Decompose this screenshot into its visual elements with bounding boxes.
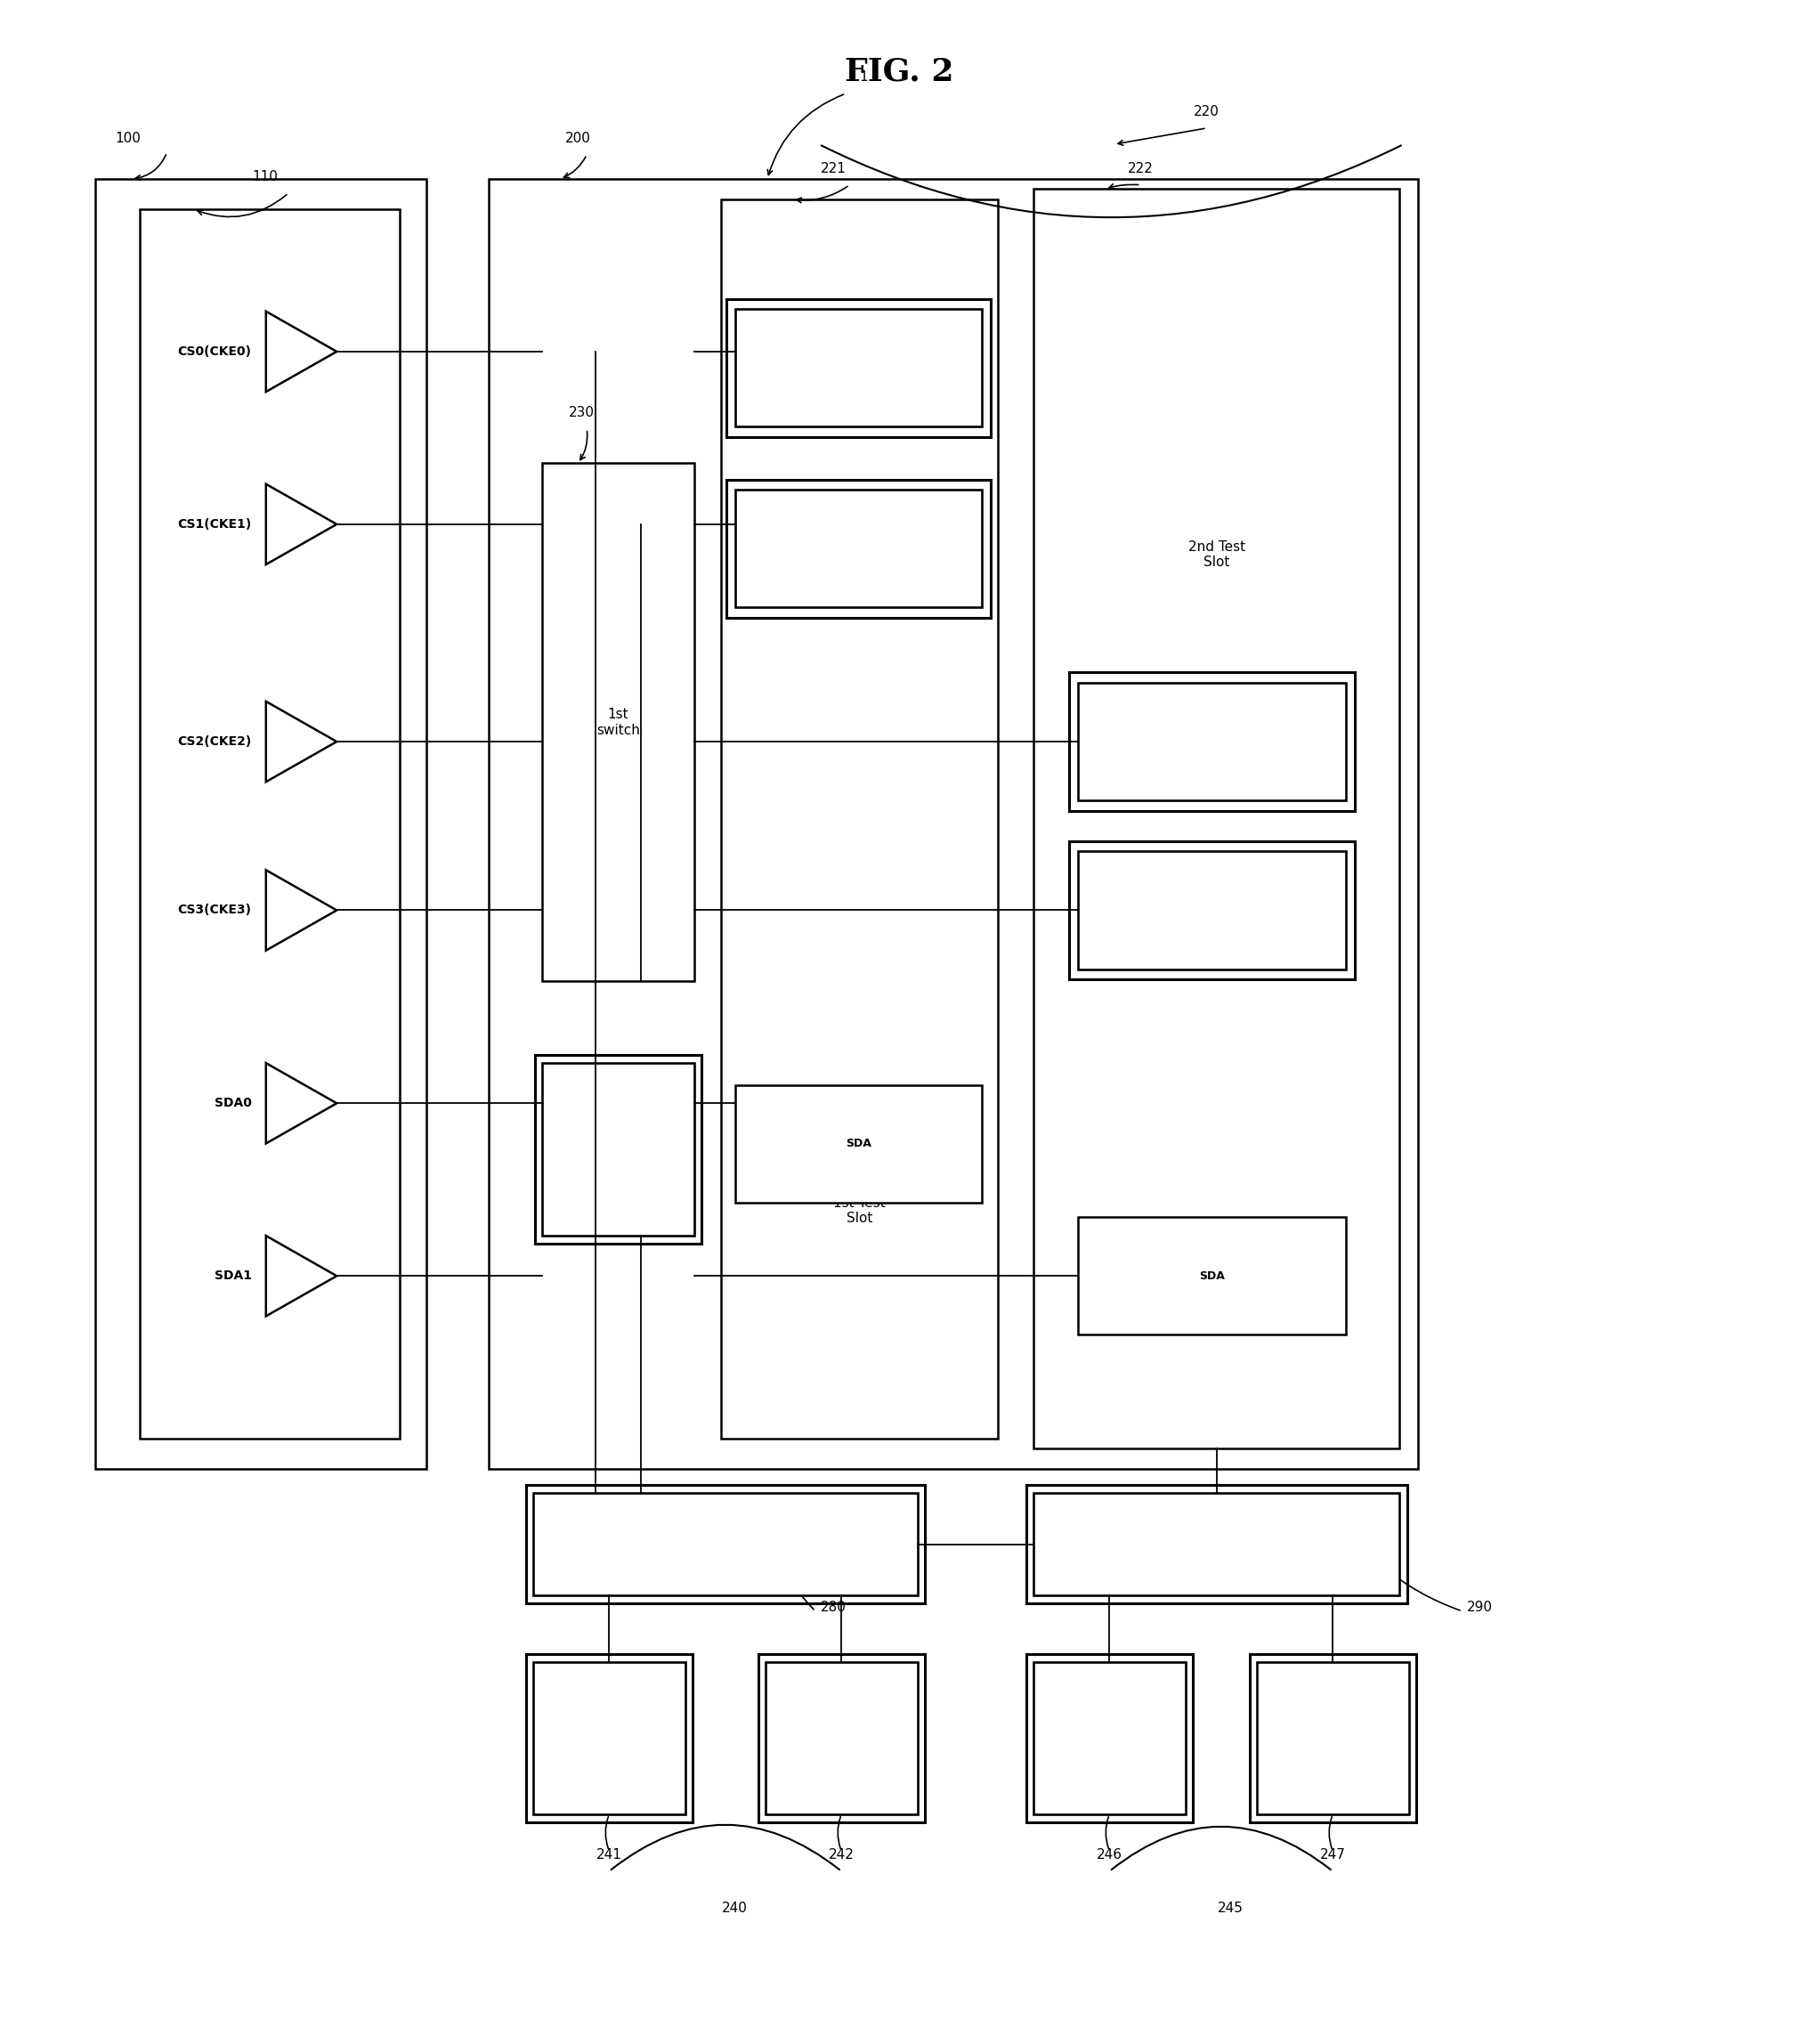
Bar <box>727 480 991 617</box>
Text: 3rd switch: 3rd switch <box>691 1537 761 1551</box>
Text: 1st
switch: 1st switch <box>595 707 640 736</box>
Bar <box>525 1654 693 1823</box>
Text: SDA: SDA <box>846 1139 871 1149</box>
Text: 1: 1 <box>860 72 869 84</box>
Bar <box>1078 1216 1346 1335</box>
Bar <box>727 298 991 437</box>
Bar <box>95 180 426 1470</box>
Text: CS0(CKE0): CS0(CKE0) <box>1178 736 1245 748</box>
Bar <box>489 180 1418 1470</box>
Text: 290: 290 <box>1468 1600 1493 1615</box>
Text: Memory
device: Memory device <box>1304 1725 1360 1752</box>
Text: 242: 242 <box>829 1848 855 1862</box>
Bar <box>1258 1662 1409 1815</box>
Bar <box>766 1662 917 1815</box>
Text: SDA: SDA <box>1200 1269 1225 1282</box>
Text: CS0(CKE0): CS0(CKE0) <box>178 345 252 358</box>
Bar <box>736 1085 982 1202</box>
Text: 245: 245 <box>1218 1901 1243 1915</box>
Bar <box>533 1662 685 1815</box>
Text: 260: 260 <box>576 1149 601 1163</box>
Bar <box>533 1494 917 1594</box>
Text: SDA1: SDA1 <box>214 1269 252 1282</box>
Bar <box>1033 1662 1186 1815</box>
Bar <box>1027 1486 1407 1602</box>
Text: 247: 247 <box>1320 1848 1346 1862</box>
Bar <box>1033 1494 1400 1594</box>
Bar <box>736 309 982 427</box>
Text: 240: 240 <box>721 1901 747 1915</box>
Text: SDA0: SDA0 <box>214 1098 252 1110</box>
Text: Memory
device: Memory device <box>1081 1725 1137 1752</box>
Text: Memory
device: Memory device <box>581 1725 637 1752</box>
Bar <box>525 1486 925 1602</box>
Text: 230: 230 <box>568 407 594 419</box>
Bar <box>759 1654 925 1823</box>
Text: CS3(CKE3): CS3(CKE3) <box>178 903 252 916</box>
Bar <box>541 464 694 981</box>
Text: 220: 220 <box>1195 104 1220 119</box>
Text: 2nd Test
Slot: 2nd Test Slot <box>1187 540 1245 568</box>
Text: Memory
device: Memory device <box>813 1725 869 1752</box>
Bar <box>1069 672 1355 811</box>
Text: 4th switch: 4th switch <box>1182 1537 1252 1551</box>
Bar <box>1033 188 1400 1449</box>
Text: CS0(CKE0): CS0(CKE0) <box>826 362 892 374</box>
Text: 2nd
switch: 2nd switch <box>595 1136 640 1163</box>
Text: CS1(CKE1): CS1(CKE1) <box>826 544 892 554</box>
Bar <box>736 491 982 607</box>
Bar <box>534 1055 702 1243</box>
Text: 246: 246 <box>1097 1848 1123 1862</box>
Bar <box>140 208 399 1439</box>
Text: FIG. 2: FIG. 2 <box>846 57 953 88</box>
Text: 100: 100 <box>115 131 140 145</box>
Text: 241: 241 <box>595 1848 622 1862</box>
Bar <box>1027 1654 1193 1823</box>
Text: CS1(CKE1): CS1(CKE1) <box>1178 905 1245 916</box>
Text: CS1(CKE1): CS1(CKE1) <box>178 517 252 531</box>
Text: 200: 200 <box>565 131 590 145</box>
Text: 280: 280 <box>820 1600 846 1615</box>
Bar <box>1078 683 1346 801</box>
Text: 221: 221 <box>820 161 846 176</box>
Bar <box>541 1063 694 1235</box>
Text: 1st Test
Slot: 1st Test Slot <box>833 1196 885 1224</box>
Text: 222: 222 <box>1128 161 1153 176</box>
Text: CS2(CKE2): CS2(CKE2) <box>178 736 252 748</box>
Bar <box>721 198 998 1439</box>
Bar <box>1069 842 1355 979</box>
Bar <box>1078 852 1346 969</box>
Text: 110: 110 <box>252 170 279 184</box>
Bar <box>1250 1654 1416 1823</box>
